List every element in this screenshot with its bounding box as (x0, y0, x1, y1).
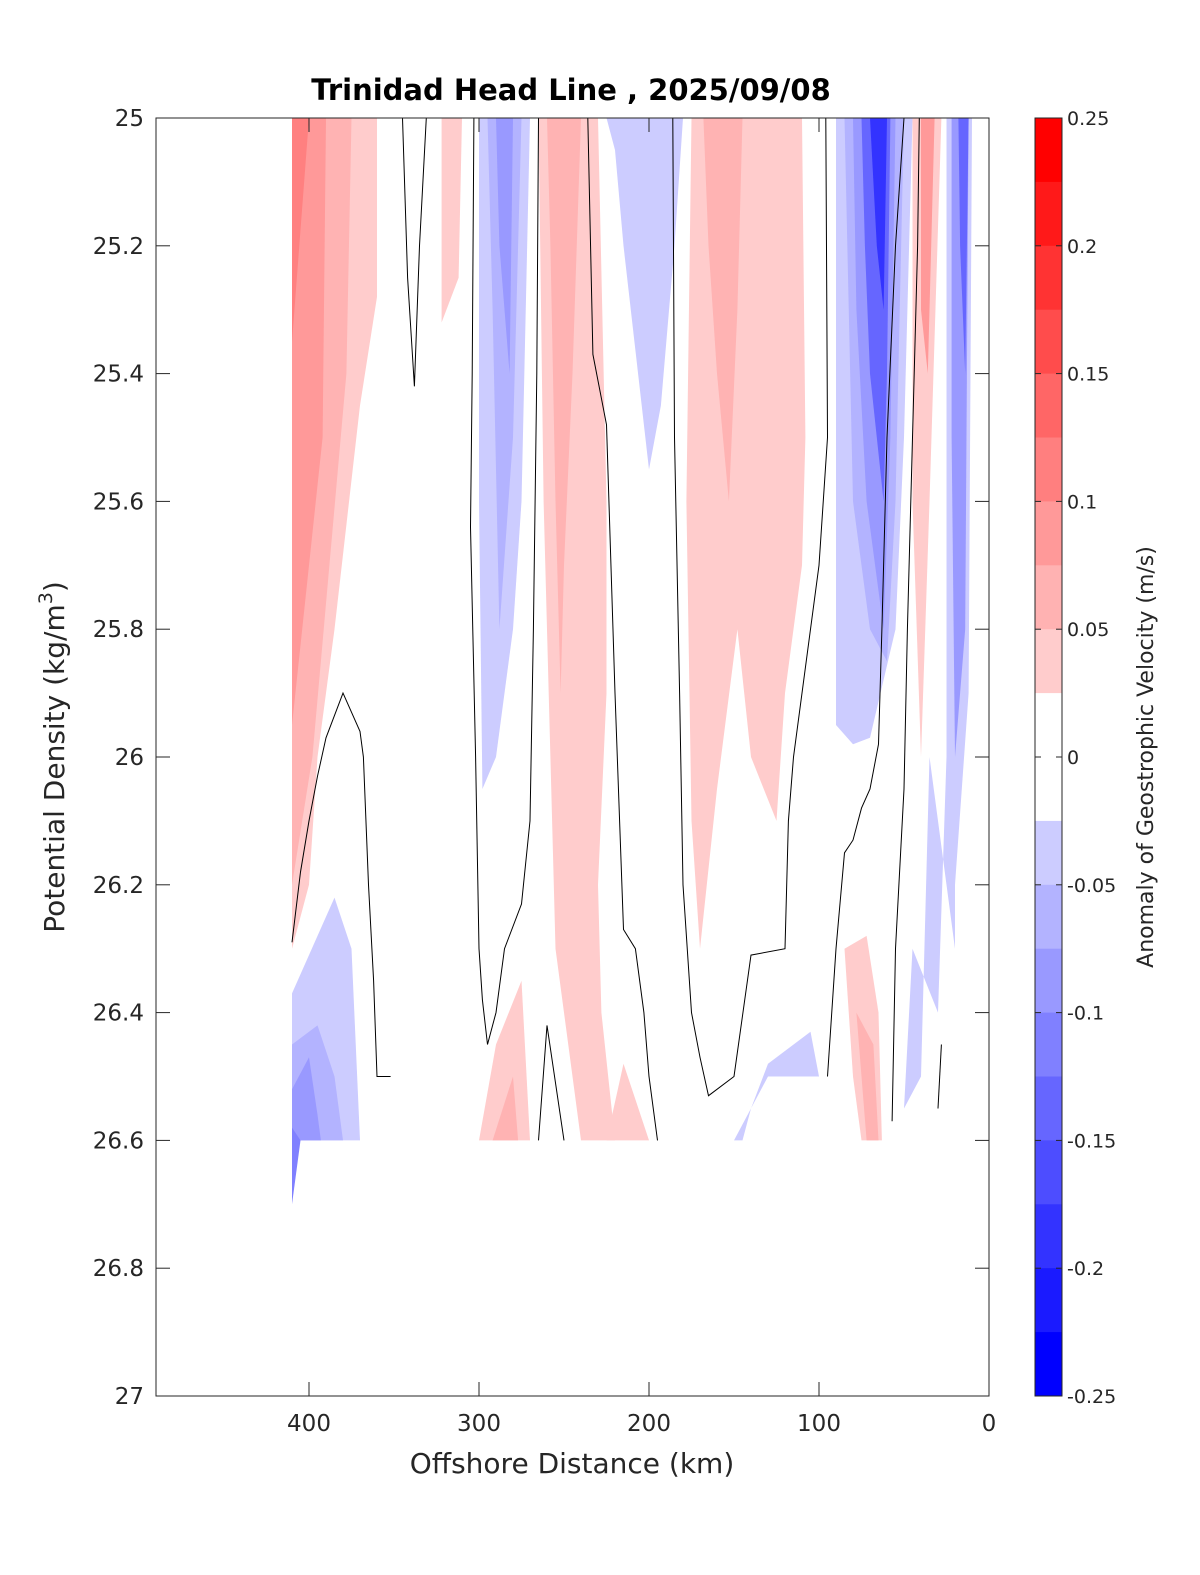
shaded-regions (292, 118, 972, 1205)
chart-title: Trinidad Head Line , 2025/09/08 (311, 73, 831, 107)
colorbar-block (1035, 373, 1062, 438)
contour-line-1 (402, 117, 427, 387)
colorbar-block (1035, 181, 1062, 247)
contour-line-8 (937, 1044, 942, 1109)
colorbar-block (1035, 565, 1062, 630)
colorbar-block (1035, 757, 1062, 822)
shaded-region-13 (547, 118, 581, 694)
colorbar-block (1035, 820, 1062, 886)
x-tick-label: 300 (457, 1411, 501, 1437)
x-axis-ticks: 400 300 200 100 0 (287, 118, 996, 1437)
colorbar-block (1035, 501, 1062, 566)
y-tick-label: 26.2 (93, 873, 144, 899)
colorbar-block (1035, 629, 1062, 694)
x-tick-label: 400 (287, 1411, 331, 1437)
y-tick-label: 26.4 (93, 1001, 144, 1027)
shaded-region-15 (492, 1076, 519, 1141)
contour-line-2 (469, 117, 539, 1045)
colorbar-tick-label: 0.2 (1067, 236, 1097, 258)
colorbar-tick-label: 0.15 (1067, 364, 1109, 386)
x-tick-label: 100 (797, 1411, 841, 1437)
shaded-region-14 (479, 980, 530, 1141)
colorbar-block (1035, 1204, 1062, 1269)
colorbar: 0.25 0.2 0.15 0.1 0.05 0 -0.05 -0.1 -0.15 -0.2 -0.… (1034, 108, 1116, 1408)
colorbar-tick-label: 0.25 (1067, 108, 1109, 130)
colorbar-block (1035, 1012, 1062, 1077)
shaded-region-19 (606, 1063, 649, 1141)
colorbar-tick-label: -0.05 (1067, 875, 1116, 897)
y-tick-label: 26 (115, 745, 144, 771)
colorbar-block (1035, 693, 1062, 758)
colorbar-tick-label: 0 (1067, 747, 1079, 769)
contour-line-7 (891, 117, 920, 1122)
y-tick-label: 25.4 (93, 362, 144, 388)
shaded-region-16 (606, 118, 683, 470)
y-tick-label: 26.6 (93, 1128, 144, 1154)
colorbar-block (1035, 245, 1062, 311)
colorbar-block (1035, 1140, 1062, 1205)
y-axis-title-close: ) (38, 581, 71, 592)
colorbar-block (1035, 948, 1062, 1014)
contour-line-5 (672, 117, 829, 1097)
colorbar-ticks: 0.25 0.2 0.15 0.1 0.05 0 -0.05 -0.1 -0.15 -0.2 -0.… (1035, 108, 1116, 1408)
y-axis-title-superscript: 3 (35, 592, 57, 604)
colorbar-block (1035, 884, 1062, 950)
y-axis-ticks: 25 25.2 25.4 25.6 25.8 26 26.2 26.4 26.6 26.8 27 (93, 106, 989, 1410)
shaded-region-27 (921, 118, 935, 374)
shaded-region-6 (292, 1057, 321, 1141)
colorbar-tick-label: -0.1 (1067, 1003, 1104, 1025)
y-tick-label: 25.6 (93, 489, 144, 515)
shaded-region-7 (292, 1127, 301, 1205)
zero-contour-lines (291, 117, 942, 1141)
shaded-region-2 (292, 118, 326, 725)
y-tick-label: 25.2 (93, 234, 144, 260)
shaded-region-26 (912, 118, 942, 757)
colorbar-block (1035, 309, 1062, 375)
colorbar-block (1035, 437, 1062, 502)
shaded-region-3 (292, 118, 309, 342)
y-tick-label: 25.8 (93, 617, 144, 643)
y-tick-label: 26.8 (93, 1256, 144, 1282)
y-axis-title: Potential Density (kg/m3) (35, 581, 71, 933)
colorbar-block (1035, 118, 1062, 183)
shaded-region-25 (870, 118, 887, 310)
colorbar-block (1035, 1268, 1062, 1333)
plot-area: 400 300 200 100 0 25 25.2 25.4 25.6 25.8 26 26.2 26… (93, 106, 997, 1437)
colorbar-title: Anomaly of Geostrophic Velocity (m/s) (1134, 546, 1159, 968)
shaded-region-20 (734, 1031, 819, 1141)
contour-line-0 (291, 691, 391, 1077)
shaded-region-11 (496, 118, 513, 374)
colorbar-tick-label: 0.05 (1067, 619, 1109, 641)
shaded-region-8 (441, 118, 462, 323)
x-axis-title: Offshore Distance (km) (410, 1447, 735, 1480)
x-tick-label: 200 (627, 1411, 671, 1437)
contour-line-4 (538, 1025, 565, 1141)
contour-line-3 (587, 117, 658, 1141)
shaded-region-32 (856, 1012, 879, 1141)
colorbar-tick-label: -0.15 (1067, 1130, 1116, 1152)
x-tick-label: 0 (982, 1411, 997, 1437)
colorbar-blocks (1035, 118, 1062, 1397)
contour-line-6 (827, 117, 905, 1077)
y-tick-label: 27 (115, 1384, 144, 1410)
y-axis-title-main: Potential Density (kg/m (38, 604, 71, 933)
shaded-region-10 (487, 118, 522, 630)
shaded-region-18 (703, 118, 743, 502)
colorbar-tick-label: -0.25 (1067, 1386, 1116, 1408)
colorbar-block (1035, 1332, 1062, 1397)
colorbar-tick-label: -0.2 (1067, 1258, 1104, 1280)
y-tick-label: 25 (115, 106, 144, 132)
colorbar-tick-label: 0.1 (1067, 491, 1097, 513)
shaded-region-30 (958, 118, 969, 374)
colorbar-block (1035, 1076, 1062, 1141)
